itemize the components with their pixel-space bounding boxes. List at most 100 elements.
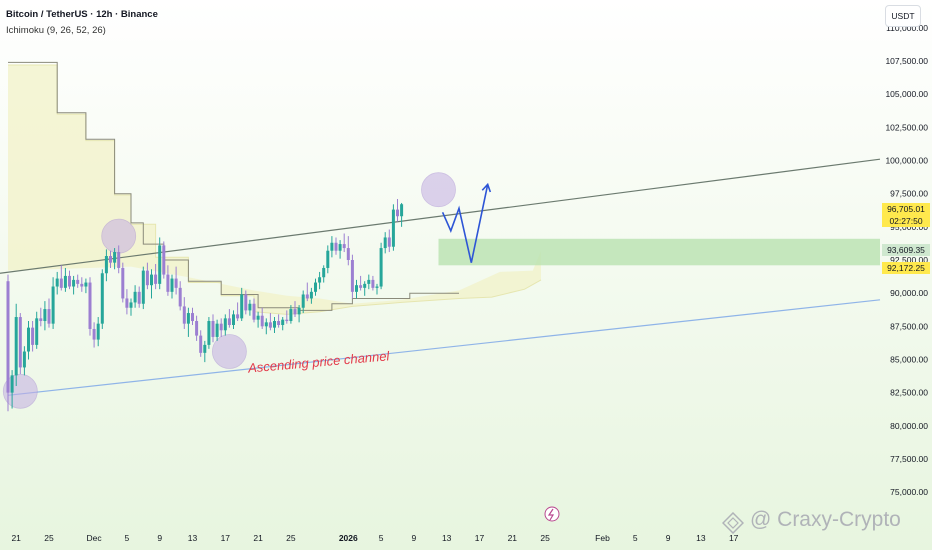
y-tick-label: 77,500.00: [890, 454, 928, 464]
candle-body: [367, 279, 371, 284]
candle-body: [338, 244, 342, 251]
x-tick-label: 13: [188, 533, 198, 543]
candle-body: [326, 250, 330, 268]
x-tick-label: 21: [11, 533, 21, 543]
candle-body: [223, 318, 227, 331]
candle-body: [334, 242, 338, 251]
candle-body: [162, 245, 166, 275]
candle-body: [400, 204, 404, 217]
candle-body: [35, 318, 39, 345]
candle-body: [174, 278, 178, 288]
y-tick-label: 100,000.00: [885, 156, 928, 166]
channel-upper-line: [0, 158, 881, 274]
candle-body: [232, 314, 235, 325]
x-tick-label: 5: [125, 533, 130, 543]
y-tick-label: 87,500.00: [890, 321, 928, 331]
countdown-tag: 02:27:50: [882, 215, 930, 227]
candle-body: [396, 209, 399, 217]
candle-body: [391, 209, 395, 247]
candle-body: [72, 279, 76, 287]
x-tick-label: Dec: [87, 533, 103, 543]
candle-body: [285, 319, 289, 322]
candle-body: [248, 303, 252, 311]
candle-body: [145, 270, 149, 286]
candle-body: [330, 242, 334, 251]
candle-body: [137, 291, 141, 304]
candle-body: [355, 285, 358, 292]
candle-body: [133, 291, 137, 303]
candle-body: [289, 309, 293, 322]
currency-button[interactable]: USDT: [885, 5, 921, 27]
candle-body: [277, 321, 281, 325]
indicator-legend[interactable]: Ichimoku (9, 26, 52, 26): [6, 25, 106, 36]
x-tick-label: 5: [379, 533, 384, 543]
y-tick-label: 97,500.00: [890, 189, 928, 199]
y-tick-label: 90,000.00: [890, 288, 928, 298]
candle-body: [256, 315, 260, 320]
candle-body: [203, 344, 207, 353]
x-tick-label: 25: [540, 533, 550, 543]
candle-body: [6, 281, 10, 393]
candle-body: [199, 335, 203, 353]
candle-body: [154, 274, 158, 284]
candle-body: [211, 321, 215, 337]
candle-body: [281, 319, 285, 325]
candle-body: [387, 237, 391, 247]
x-tick-label: 25: [44, 533, 54, 543]
x-tick-label: 2026: [339, 533, 358, 543]
x-tick-label: 17: [221, 533, 231, 543]
candle-body: [113, 252, 117, 263]
candle-body: [301, 294, 305, 308]
candle-body: [96, 323, 100, 340]
candle-body: [51, 286, 55, 324]
candle-body: [375, 286, 379, 288]
channel-annotation: Ascending price channel: [247, 348, 392, 375]
zone-top-tag: 93,609.35: [882, 244, 930, 256]
candle-body: [260, 315, 264, 327]
x-tick-label: 21: [508, 533, 518, 543]
cloud-edge: [8, 64, 542, 315]
candle-body: [314, 282, 317, 292]
candle-body: [84, 282, 88, 287]
candle-body: [121, 267, 125, 299]
y-tick-label: 85,000.00: [890, 354, 928, 364]
highlight-circle: [421, 172, 456, 208]
candle-body: [141, 270, 145, 304]
candle-body: [14, 317, 18, 376]
symbol-title[interactable]: Bitcoin / TetherUS · 12h · Binance: [6, 9, 158, 20]
candle-body: [244, 294, 248, 311]
x-tick-label: 9: [412, 533, 417, 543]
candle-body: [309, 291, 313, 299]
candle-body: [305, 294, 309, 299]
candle-body: [88, 282, 92, 329]
candle-body: [297, 307, 301, 315]
candle-body: [68, 275, 71, 287]
candle-body: [166, 274, 170, 292]
x-tick-label: 5: [633, 533, 638, 543]
candle-body: [264, 322, 268, 327]
candle-body: [150, 274, 153, 286]
candle-body: [318, 277, 322, 283]
candle-body: [39, 318, 43, 322]
candle-body: [109, 256, 112, 263]
candle-body: [47, 309, 51, 324]
candle-body: [350, 260, 354, 292]
candle-body: [293, 309, 297, 315]
candle-body: [80, 283, 84, 287]
candle-body: [18, 317, 22, 368]
projection-arrowhead: [481, 182, 492, 193]
candle-body: [227, 318, 231, 325]
candle-body: [129, 302, 133, 308]
zone-bottom-tag: 92,172.25: [882, 262, 930, 274]
candle-body: [31, 327, 35, 345]
candle-body: [59, 278, 63, 288]
y-tick-label: 75,000.00: [890, 487, 928, 497]
kijun-line: [8, 61, 459, 311]
candle-body: [10, 375, 14, 393]
candle-body: [215, 323, 219, 337]
y-tick-label: 80,000.00: [890, 421, 928, 431]
candle-body: [55, 278, 59, 287]
candle-body: [383, 237, 387, 249]
